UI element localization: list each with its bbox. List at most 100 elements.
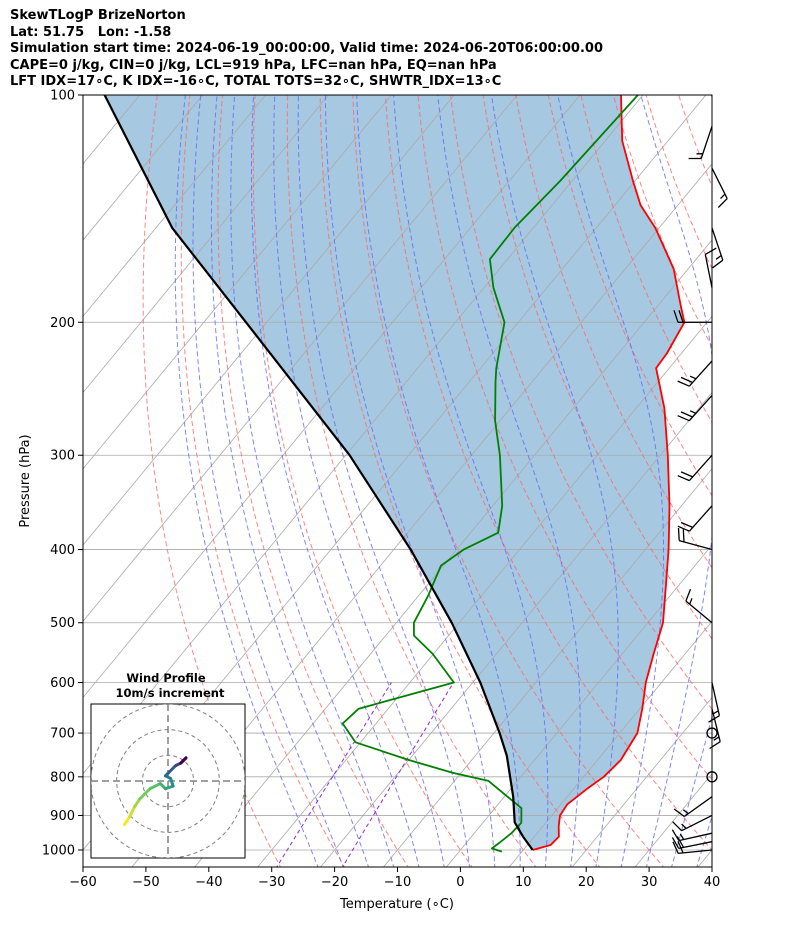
y-tick-label: 900 <box>50 809 75 824</box>
isotherm-line <box>697 849 712 867</box>
wind-barb <box>708 682 721 723</box>
axes: Temperature (∘C) Pressure (hPa) −60 −50 −4… <box>18 89 720 913</box>
dry-adiabat-line <box>352 95 665 867</box>
isotherm-line <box>571 696 712 867</box>
isotherm-line <box>445 544 712 867</box>
isotherm-line <box>320 391 712 867</box>
moist-adiabat-line <box>324 95 496 867</box>
isotherm-line <box>83 95 518 622</box>
y-tick-label: 500 <box>50 616 75 631</box>
isotherm-line <box>257 315 712 867</box>
hodograph-segment <box>179 756 188 765</box>
location-line: Lat: 51.75 Lon: -1.58 <box>10 24 172 40</box>
wind-barb <box>673 796 713 818</box>
y-tick-label: 300 <box>50 449 75 464</box>
x-tick-label: 40 <box>704 875 721 890</box>
isotherm-line <box>83 95 455 546</box>
moist-adiabat-line <box>230 95 395 867</box>
mixing-ratio-line <box>341 682 455 867</box>
x-tick-label: −10 <box>384 875 411 890</box>
moist-adiabat-line <box>251 95 420 867</box>
y-tick-label: 1000 <box>42 844 75 859</box>
y-tick-label: 600 <box>50 676 75 691</box>
x-tick-label: −20 <box>321 875 348 890</box>
wind-barb <box>711 167 728 208</box>
moist-adiabat-line <box>174 95 319 867</box>
isotherm-line <box>83 95 266 317</box>
y-tick-label: 200 <box>50 316 75 331</box>
x-tick-label: −40 <box>195 875 222 890</box>
wind-barb <box>677 395 713 422</box>
wind-barb <box>704 247 717 288</box>
dry-adiabat-line <box>286 95 537 867</box>
dry-adiabat-line <box>217 95 409 867</box>
hodograph-segment <box>122 815 131 827</box>
isotherm-line <box>382 468 712 867</box>
dry-adiabat-line <box>678 95 712 188</box>
dry-adiabat-line <box>142 95 282 867</box>
wind-barb <box>677 527 713 551</box>
y-tick-label: 100 <box>50 89 75 104</box>
wind-barb <box>685 588 713 624</box>
isotherm-line <box>83 95 329 394</box>
temperature-profile-line <box>532 95 686 851</box>
x-tick-label: 10 <box>515 875 532 890</box>
dry-adiabat-line <box>645 95 712 270</box>
dry-adiabat-line <box>384 95 712 851</box>
wind-barbs <box>671 126 728 855</box>
x-tick-label: −50 <box>132 875 159 890</box>
isotherm-line <box>83 95 203 241</box>
dewpoint-profile-line <box>341 95 639 853</box>
x-tick-label: 30 <box>641 875 658 890</box>
dry-adiabat-line <box>776 95 794 869</box>
isotherm-line <box>83 95 392 470</box>
dry-adiabat-line <box>252 95 473 867</box>
isotherm-line <box>194 239 712 867</box>
x-tick-label: 20 <box>578 875 595 890</box>
isotherm-line <box>508 620 712 867</box>
parcel-profile-line <box>103 95 534 851</box>
moist-adiabat-line <box>210 95 370 867</box>
hodograph-title: Wind Profile <box>126 671 206 685</box>
time-line: Simulation start time: 2024-06-19_00:00:… <box>10 41 603 57</box>
hodograph-segment <box>133 797 142 809</box>
wind-barb <box>673 310 713 323</box>
x-axis-label: Temperature (∘C) <box>339 897 454 912</box>
moist-adiabat-line <box>557 95 664 867</box>
chart-title: SkewTLogP BrizeNorton <box>10 8 186 23</box>
hodograph-segment <box>128 805 137 819</box>
moist-adiabat-line <box>192 95 344 867</box>
y-tick-label: 400 <box>50 543 75 558</box>
isotherm-line <box>0 95 77 869</box>
dry-adiabat-line <box>450 95 712 710</box>
indices-line: LFT IDX=17∘C, K IDX=-16∘C, TOTAL TOTS=32… <box>10 74 502 90</box>
wind-barb <box>671 829 713 842</box>
dry-adiabat-line <box>710 95 712 99</box>
isotherm-line <box>759 95 794 869</box>
x-tick-label: −60 <box>69 875 96 890</box>
wind-barb <box>672 841 713 855</box>
wind-barb <box>677 505 713 532</box>
moist-adiabat-line <box>721 95 794 869</box>
chart-header: SkewTLogP BrizeNorton Lat: 51.75 Lon: -1… <box>10 8 603 91</box>
moist-adiabat-line <box>671 715 712 867</box>
y-tick-label: 700 <box>50 727 75 742</box>
y-axis-label: Pressure (hPa) <box>18 434 33 527</box>
hodograph-segment <box>138 787 152 801</box>
stability-line: CAPE=0 j/kg, CIN=0 j/kg, LCL=919 hPa, LF… <box>10 57 497 73</box>
moist-adiabat-line <box>437 95 581 867</box>
dry-adiabat-line <box>744 95 794 869</box>
dry-adiabat-line <box>482 95 712 640</box>
mixing-ratio-line <box>276 682 392 867</box>
wind-barb <box>672 814 713 832</box>
hodograph-inset: Wind Profile 10m/s increment <box>90 671 246 859</box>
moist-adiabat-line <box>297 95 471 867</box>
wind-barb <box>677 360 713 387</box>
plot-area <box>0 95 794 869</box>
wind-barb <box>677 454 713 482</box>
hodograph-segment <box>166 764 178 775</box>
hodograph-plot <box>91 704 245 858</box>
y-tick-label: 800 <box>50 770 75 785</box>
moist-adiabat-line <box>356 95 521 867</box>
